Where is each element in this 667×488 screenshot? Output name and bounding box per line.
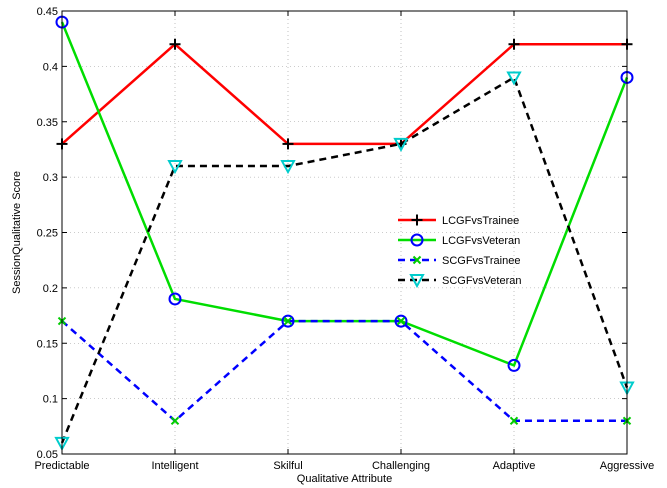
- x-tick-label: Adaptive: [493, 460, 536, 472]
- x-tick-label: Predictable: [34, 460, 89, 472]
- y-tick-label: 0.2: [43, 283, 58, 295]
- legend-item: LCGFvsTrainee: [398, 215, 519, 228]
- legend-item: LCGFvsVeteran: [398, 235, 520, 248]
- y-tick-label: 0.3: [43, 172, 58, 184]
- y-tick-label: 0.1: [43, 394, 58, 406]
- series-line: [62, 44, 627, 144]
- legend-label: LCGFvsVeteran: [442, 235, 520, 247]
- y-tick-label: 0.35: [37, 117, 58, 129]
- legend-label: SCGFvsVeteran: [442, 275, 521, 287]
- legend-label: LCGFvsTrainee: [442, 215, 519, 227]
- series-SCGFvsVeteran: [56, 72, 633, 448]
- axes: 0.050.10.150.20.250.30.350.40.45Predicta…: [34, 6, 654, 472]
- y-tick-label: 0.25: [37, 228, 58, 240]
- legend-item: SCGFvsVeteran: [398, 275, 521, 287]
- x-tick-label: Skilful: [273, 460, 302, 472]
- series-LCGFvsVeteran: [57, 17, 633, 371]
- y-tick-label: 0.15: [37, 338, 58, 350]
- series-line: [62, 321, 627, 421]
- legend-item: SCGFvsTrainee: [398, 255, 520, 267]
- y-tick-label: 0.4: [43, 61, 58, 73]
- y-tick-label: 0.45: [37, 6, 58, 18]
- series-line: [62, 77, 627, 442]
- x-tick-label: Intelligent: [151, 460, 198, 472]
- y-axis-label: SessionQualitative Score: [11, 171, 23, 294]
- series-LCGFvsTrainee: [57, 39, 633, 150]
- legend: LCGFvsTrainee LCGFvsVeteran SCGFvsTrainee S…: [398, 215, 521, 288]
- series-line: [62, 22, 627, 365]
- x-tick-label: Challenging: [372, 460, 430, 472]
- x-tick-label: Aggressive: [600, 460, 654, 472]
- x-axis-label: Qualitative Attribute: [297, 473, 392, 485]
- series-SCGFvsTrainee: [59, 318, 631, 425]
- data-point: [508, 72, 520, 83]
- legend-marker: [412, 215, 423, 226]
- legend-label: SCGFvsTrainee: [442, 255, 520, 267]
